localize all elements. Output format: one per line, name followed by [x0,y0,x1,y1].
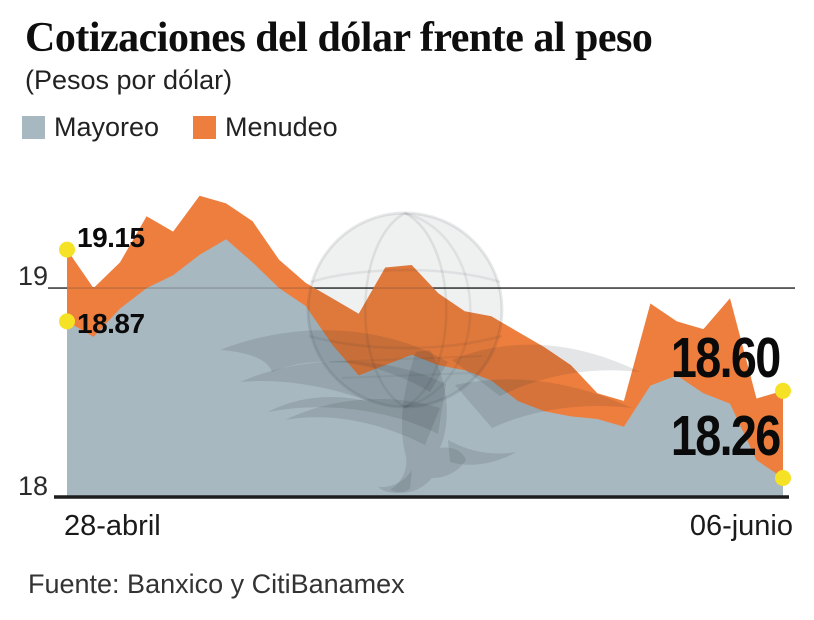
x-label-end: 06-junio [689,510,793,542]
marker-start-mayoreo [59,313,75,330]
callout-start-menudeo: 19.15 [77,222,145,253]
callout-end-mayoreo: 18.26 [671,404,781,468]
marker-end-mayoreo [775,470,791,486]
chart-subtitle: (Pesos por dólar) [25,65,233,95]
marker-start-menudeo [59,241,75,258]
legend-item-menudeo: Menudeo [193,112,338,143]
y-tick-18: 18 [17,471,48,501]
area-mayoreo [67,239,783,497]
legend-item-mayoreo: Mayoreo [22,112,159,143]
callout-start-mayoreo: 18.87 [77,308,145,339]
x-label-start: 28-abril [64,510,161,542]
legend-swatch-menudeo [193,116,217,139]
watermark-eagle-globe-icon [220,211,640,493]
legend: Mayoreo Menudeo [22,112,338,143]
page-title: Cotizaciones del dólar frente al peso [25,15,653,61]
marker-end-menudeo [775,382,791,399]
legend-swatch-mayoreo [22,116,45,139]
y-tick-19: 19 [17,261,48,291]
legend-label-menudeo: Menudeo [225,112,338,142]
legend-label-mayoreo: Mayoreo [54,112,160,142]
source-note: Fuente: Banxico y CitiBanamex [28,569,405,599]
callout-end-menudeo: 18.60 [671,326,781,390]
